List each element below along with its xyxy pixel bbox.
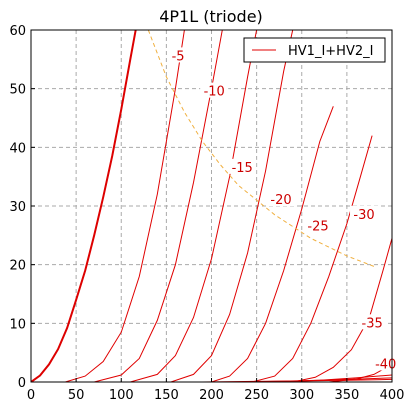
axis-ticks: 0 50 100 150 200 250 300 350 400 0 10 20 30 40 50 60: [9, 24, 404, 403]
x-tick-label: 0: [27, 388, 35, 403]
plate-curve--20: [170, 30, 294, 382]
curve-label-bg: [350, 205, 379, 221]
legend-entry: HV1_I+HV2_I: [288, 44, 373, 59]
dissipation-curve: [147, 30, 375, 267]
curve-label: -35: [362, 316, 383, 331]
curve-label-bg: [228, 158, 257, 174]
curve-label-bg: [371, 355, 400, 371]
x-tick-label: 300: [289, 388, 314, 403]
y-tick-label: 40: [9, 141, 26, 156]
y-tick-label: 10: [9, 317, 26, 332]
curve-label-bg: [303, 217, 332, 233]
x-tick-label: 200: [199, 388, 224, 403]
x-tick-label: 150: [154, 388, 179, 403]
curve-label: -10: [204, 85, 225, 100]
y-tick-label: 0: [18, 376, 26, 391]
y-tick-label: 60: [9, 24, 26, 39]
curve-label: -40: [375, 357, 396, 372]
x-tick-label: 400: [380, 388, 405, 403]
curve-label-bg: [266, 191, 295, 207]
curve-label: -25: [307, 220, 328, 235]
curve-label-bg: [168, 47, 189, 63]
legend: HV1_I+HV2_I: [243, 37, 386, 63]
plate-curve--30: [251, 135, 373, 382]
curve-label: -30: [353, 208, 374, 223]
chart-title: 4P1L (triode): [159, 7, 263, 26]
curve-label: -20: [270, 193, 291, 208]
y-tick-label: 30: [9, 200, 26, 215]
plate-curve--15: [130, 30, 258, 382]
curve-label-bg: [200, 82, 229, 98]
plate-curve--5: [65, 30, 185, 382]
curve-label-bg: [358, 314, 387, 330]
curve-label: -15: [232, 161, 253, 176]
plate-curve--35: [292, 238, 392, 382]
plate-curve--10: [94, 30, 223, 382]
y-tick-label: 20: [9, 259, 26, 274]
plate-curve--25: [211, 106, 334, 382]
x-tick-label: 250: [244, 388, 269, 403]
x-tick-label: 350: [334, 388, 359, 403]
x-tick-label: 100: [109, 388, 134, 403]
curve-labels-layer: -5 -10 -15 -20 -25 -30 -35 -40: [168, 47, 400, 372]
plate-curve-0: [31, 30, 137, 382]
curve-label: -5: [172, 49, 185, 64]
y-tick-label: 50: [9, 83, 26, 98]
x-tick-label: 50: [68, 388, 85, 403]
